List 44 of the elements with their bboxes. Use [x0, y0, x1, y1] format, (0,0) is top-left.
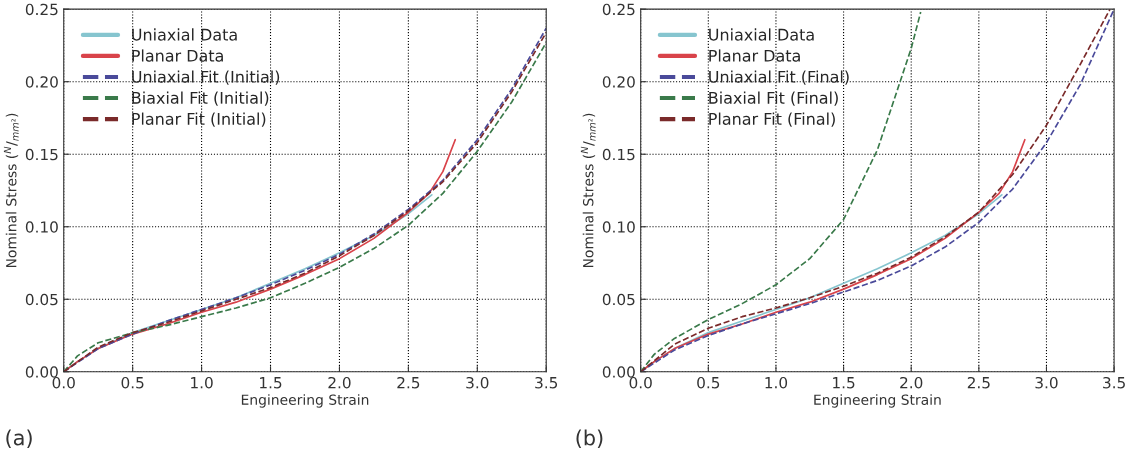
y-tick-label: 0.05: [602, 293, 635, 306]
legend-label: Planar Data: [709, 49, 800, 62]
y-axis-title: Nominal Stress ($^{N}$/$_{mm²}$): [580, 113, 596, 268]
y-tick-label: 0.00: [602, 366, 635, 378]
x-tick-label: 0.0: [629, 376, 652, 389]
x-tick-label: 2.0: [328, 376, 351, 389]
x-tick-label: 3.0: [1035, 376, 1058, 389]
legend-label: Uniaxial Data: [709, 28, 814, 41]
x-tick-label: 0.5: [121, 376, 144, 389]
x-tick-label: 1.5: [260, 377, 282, 389]
x-tick-label: 3.5: [1103, 376, 1125, 389]
x-tick-label: 2.0: [900, 376, 923, 389]
x-axis-title: Engineering Strain: [814, 394, 941, 408]
y-axis-title: Nominal Stress ($^{N}$/$_{mm²}$): [3, 113, 19, 268]
legend-label: Planar Data: [132, 49, 223, 62]
x-tick-label: 3.5: [535, 376, 558, 389]
y-tick-label: 0.10: [602, 221, 635, 233]
x-tick-label: 3.0: [466, 376, 489, 389]
y-tick-label: 0.00: [25, 366, 58, 378]
y-tick-label: 0.05: [25, 293, 58, 306]
legend-label: Uniaxial Fit (Initial): [132, 70, 280, 85]
text: (a): [6, 429, 32, 448]
x-tick-label: 0.5: [697, 376, 720, 389]
y-tick-label: 0.25: [25, 3, 58, 16]
x-tick-label: 1.0: [765, 376, 788, 389]
legend-label: Planar Fit (Initial): [132, 112, 266, 127]
y-tick-label: 0.15: [25, 148, 58, 161]
y-tick-label: 0.25: [602, 3, 635, 16]
legend-label: Uniaxial Data: [132, 28, 237, 41]
legend-label: Biaxial Fit (Initial): [132, 91, 269, 106]
x-tick-label: 1.0: [191, 376, 213, 389]
x-tick-label: 0.0: [52, 376, 75, 389]
text: (b): [576, 429, 603, 448]
x-tick-label: 1.5: [833, 377, 855, 389]
x-tick-label: 2.5: [967, 376, 990, 389]
y-tick-label: 0.20: [25, 76, 58, 88]
legend-label: Planar Fit (Final): [709, 112, 835, 127]
y-tick-label: 0.10: [25, 221, 58, 233]
x-tick-label: 2.5: [397, 376, 420, 389]
x-axis-title: Engineering Strain: [241, 394, 369, 408]
y-tick-label: 0.20: [602, 76, 635, 88]
y-tick-label: 0.15: [602, 148, 635, 161]
legend-label: Biaxial Fit (Final): [709, 91, 838, 106]
legend-label: Uniaxial Fit (Final): [709, 70, 849, 85]
